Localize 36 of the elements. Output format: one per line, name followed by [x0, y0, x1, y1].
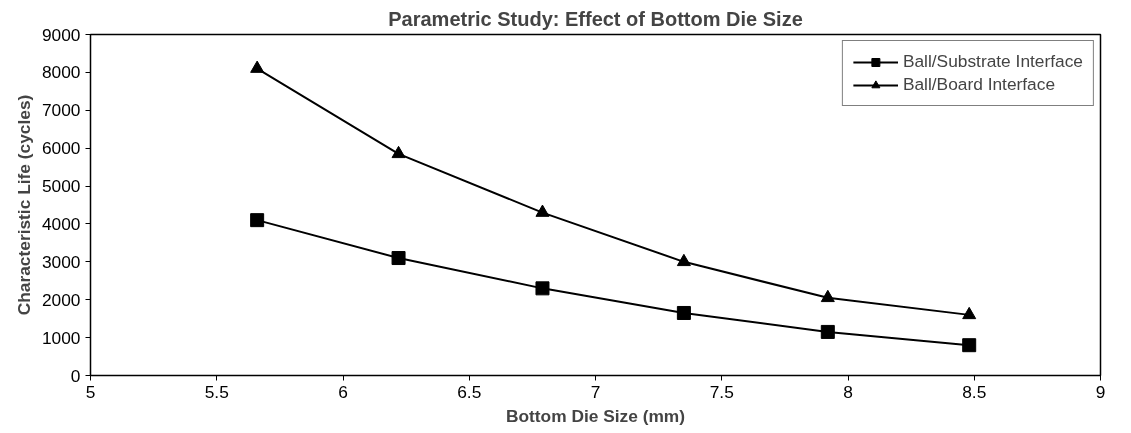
- point: [962, 338, 977, 353]
- y-tick-label: 7000: [41, 100, 81, 121]
- point: [391, 251, 406, 266]
- x-tick-label: 7: [590, 381, 601, 402]
- point: [820, 324, 835, 339]
- point: [676, 253, 691, 267]
- y-axis-title: Characteristic Life (cycles): [13, 94, 34, 316]
- legend-label: Ball/Substrate Interface: [902, 51, 1083, 72]
- x-tick-label: 6.5: [457, 381, 482, 402]
- chart-title: Parametric Study: Effect of Bottom Die Size: [388, 7, 803, 30]
- point: [250, 60, 265, 73]
- x-tick-label: 8.5: [962, 381, 987, 402]
- x-tick-label: 5: [85, 381, 96, 402]
- y-tick-label: 9000: [41, 24, 81, 45]
- y-tick-label: 2000: [41, 289, 81, 310]
- y-tick-label: 3000: [41, 251, 81, 272]
- x-axis-title: Bottom Die Size (mm): [505, 405, 686, 426]
- y-tick-label: 1000: [41, 327, 81, 348]
- point: [535, 281, 550, 296]
- x-tick-label: 6: [338, 381, 348, 402]
- legend-label: Ball/Board Interface: [902, 74, 1056, 95]
- point: [676, 305, 691, 320]
- y-tick-label: 6000: [41, 138, 81, 159]
- x-tick-label: 8: [843, 381, 853, 402]
- y-tick-label: 0: [70, 365, 81, 386]
- point: [962, 306, 977, 320]
- point: [391, 145, 406, 159]
- y-tick-label: 4000: [41, 213, 81, 234]
- y-tick-label: 5000: [41, 176, 81, 197]
- x-tick-label: 9: [1095, 381, 1106, 402]
- point: [535, 204, 550, 217]
- point: [820, 289, 835, 303]
- x-tick-label: 7.5: [709, 381, 734, 402]
- point: [250, 213, 265, 228]
- y-tick-label: 8000: [41, 62, 81, 83]
- x-tick-label: 5.5: [204, 381, 229, 402]
